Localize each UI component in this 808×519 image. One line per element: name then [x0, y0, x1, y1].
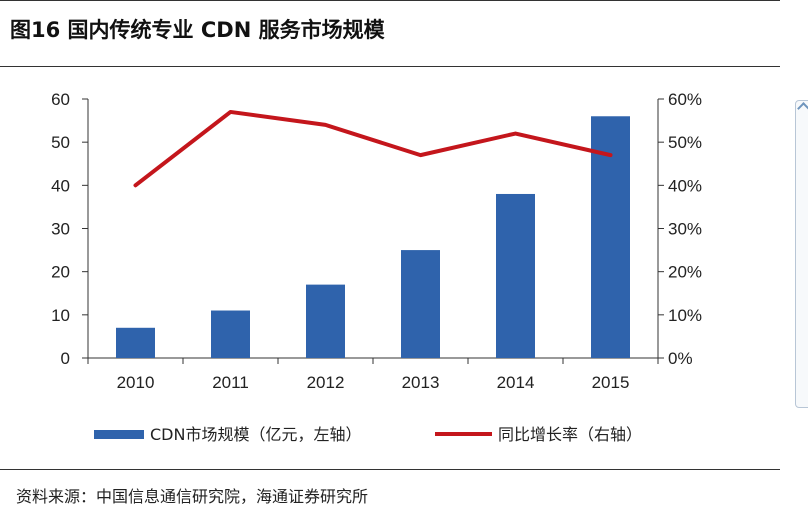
- left-tick-label: 30: [51, 220, 70, 239]
- legend-line-label: 同比增长率（右轴）: [498, 425, 642, 444]
- footer-rule: [0, 469, 780, 470]
- right-tick-label: 50%: [668, 133, 702, 152]
- bar-2011: [211, 310, 250, 358]
- x-tick-label: 2012: [307, 373, 345, 392]
- right-tick-label: 60%: [668, 90, 702, 109]
- x-tick-label: 2015: [592, 373, 630, 392]
- legend-bar-swatch: [94, 430, 144, 439]
- bar-2012: [306, 284, 345, 358]
- x-tick-label: 2014: [497, 373, 535, 392]
- bar-2014: [496, 193, 535, 358]
- right-tick-label: 30%: [668, 220, 702, 239]
- legend-bar-label: CDN市场规模（亿元，左轴）: [150, 425, 361, 444]
- x-tick-label: 2010: [117, 373, 155, 392]
- header-top-rule: [0, 0, 780, 1]
- right-tick-label: 0%: [668, 349, 693, 368]
- left-tick-label: 20: [51, 263, 70, 282]
- growth-rate-line: [133, 109, 613, 188]
- right-tick-label: 10%: [668, 306, 702, 325]
- left-tick-label: 50: [51, 133, 70, 152]
- right-tick-label: 20%: [668, 263, 702, 282]
- right-tick-label: 40%: [668, 176, 702, 195]
- left-tick-label: 10: [51, 306, 70, 325]
- x-tick-label: 2011: [212, 373, 249, 392]
- side-panel-edge: [795, 100, 808, 408]
- header-bottom-rule: [0, 66, 780, 67]
- x-tick-label: 2013: [402, 373, 440, 392]
- left-tick-label: 60: [51, 90, 70, 109]
- bar-2010: [116, 327, 155, 358]
- bar-2013: [401, 250, 440, 358]
- figure-title: 图16 国内传统专业 CDN 服务市场规模: [10, 18, 385, 42]
- source-note: 资料来源：中国信息通信研究院，海通证券研究所: [16, 487, 369, 506]
- left-tick-label: 40: [51, 176, 70, 195]
- left-tick-label: 0: [61, 349, 70, 368]
